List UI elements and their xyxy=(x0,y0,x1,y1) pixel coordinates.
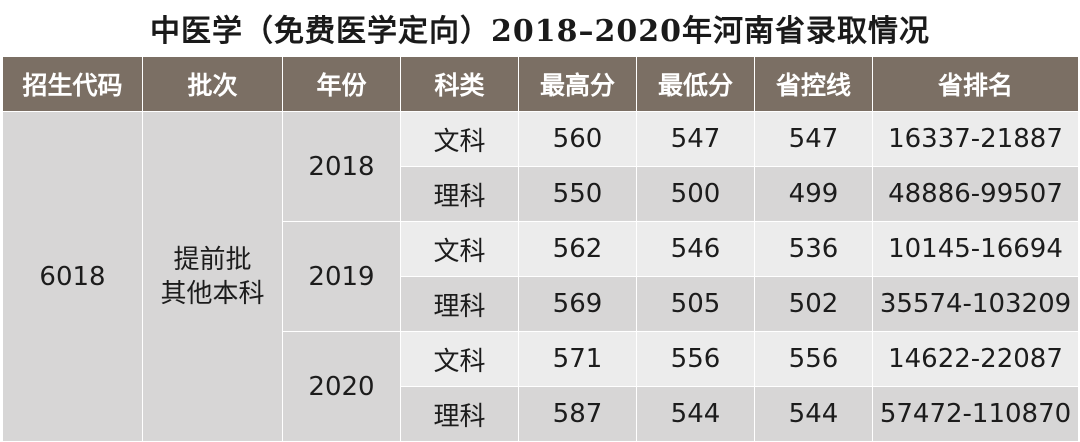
min-score-cell: 544 xyxy=(636,386,755,442)
control-line-cell: 499 xyxy=(754,166,873,222)
enrollment-code-cell: 6018 xyxy=(2,111,143,442)
header-max-score: 最高分 xyxy=(518,56,637,112)
max-score-cell: 569 xyxy=(518,276,637,332)
header-batch: 批次 xyxy=(142,56,283,112)
year-cell-2018: 2018 xyxy=(282,111,401,222)
batch-line-1: 提前批 xyxy=(173,244,252,275)
rank-cell: 14622-22087 xyxy=(872,331,1079,387)
min-score-cell: 547 xyxy=(636,111,755,167)
header-year: 年份 xyxy=(282,56,401,112)
max-score-cell: 560 xyxy=(518,111,637,167)
year-cell-2019: 2019 xyxy=(282,221,401,332)
min-score-cell: 500 xyxy=(636,166,755,222)
rank-cell: 10145-16694 xyxy=(872,221,1079,277)
min-score-cell: 505 xyxy=(636,276,755,332)
category-cell: 理科 xyxy=(400,166,519,222)
max-score-cell: 550 xyxy=(518,166,637,222)
category-cell: 文科 xyxy=(400,111,519,167)
batch-line-2: 其他本科 xyxy=(160,278,265,309)
header-min-score: 最低分 xyxy=(636,56,755,112)
max-score-cell: 571 xyxy=(518,331,637,387)
rank-cell: 57472-110870 xyxy=(872,386,1079,442)
max-score-cell: 562 xyxy=(518,221,637,277)
header-code: 招生代码 xyxy=(2,56,143,112)
table-row: 理科 587 544 544 57472-110870 xyxy=(3,386,1079,442)
control-line-cell: 544 xyxy=(754,386,873,442)
category-cell: 文科 xyxy=(400,221,519,277)
min-score-cell: 546 xyxy=(636,221,755,277)
min-score-cell: 556 xyxy=(636,331,755,387)
rank-cell: 35574-103209 xyxy=(872,276,1079,332)
admission-table: 招生代码 批次 年份 科类 最高分 最低分 省控线 省排名 6018 提前批 其… xyxy=(2,56,1079,442)
table-row: 2019 文科 562 546 536 10145-16694 xyxy=(3,221,1079,332)
rank-cell: 48886-99507 xyxy=(872,166,1079,222)
rank-cell: 16337-21887 xyxy=(872,111,1079,167)
category-cell: 文科 xyxy=(400,331,519,387)
header-category: 科类 xyxy=(400,56,519,112)
max-score-cell: 587 xyxy=(518,386,637,442)
page-title: 中医学（免费医学定向）2018–2020年河南省录取情况 xyxy=(150,14,930,49)
control-line-cell: 547 xyxy=(754,111,873,167)
control-line-cell: 556 xyxy=(754,331,873,387)
header-row: 招生代码 批次 年份 科类 最高分 最低分 省控线 省排名 xyxy=(2,56,1079,112)
control-line-cell: 536 xyxy=(754,221,873,277)
table-row: 2020 文科 571 556 556 14622-22087 xyxy=(3,331,1079,442)
category-cell: 理科 xyxy=(400,276,519,332)
control-line-cell: 502 xyxy=(754,276,873,332)
batch-cell: 提前批 其他本科 xyxy=(142,111,283,442)
table-row: 6018 提前批 其他本科 2018 文科 560 547 547 16337-… xyxy=(2,111,1079,442)
category-cell: 理科 xyxy=(400,386,519,442)
year-cell-2020: 2020 xyxy=(282,331,401,442)
header-province-rank: 省排名 xyxy=(872,56,1079,112)
table-row: 理科 550 500 499 48886-99507 xyxy=(3,166,1079,222)
header-control-line: 省控线 xyxy=(754,56,873,112)
